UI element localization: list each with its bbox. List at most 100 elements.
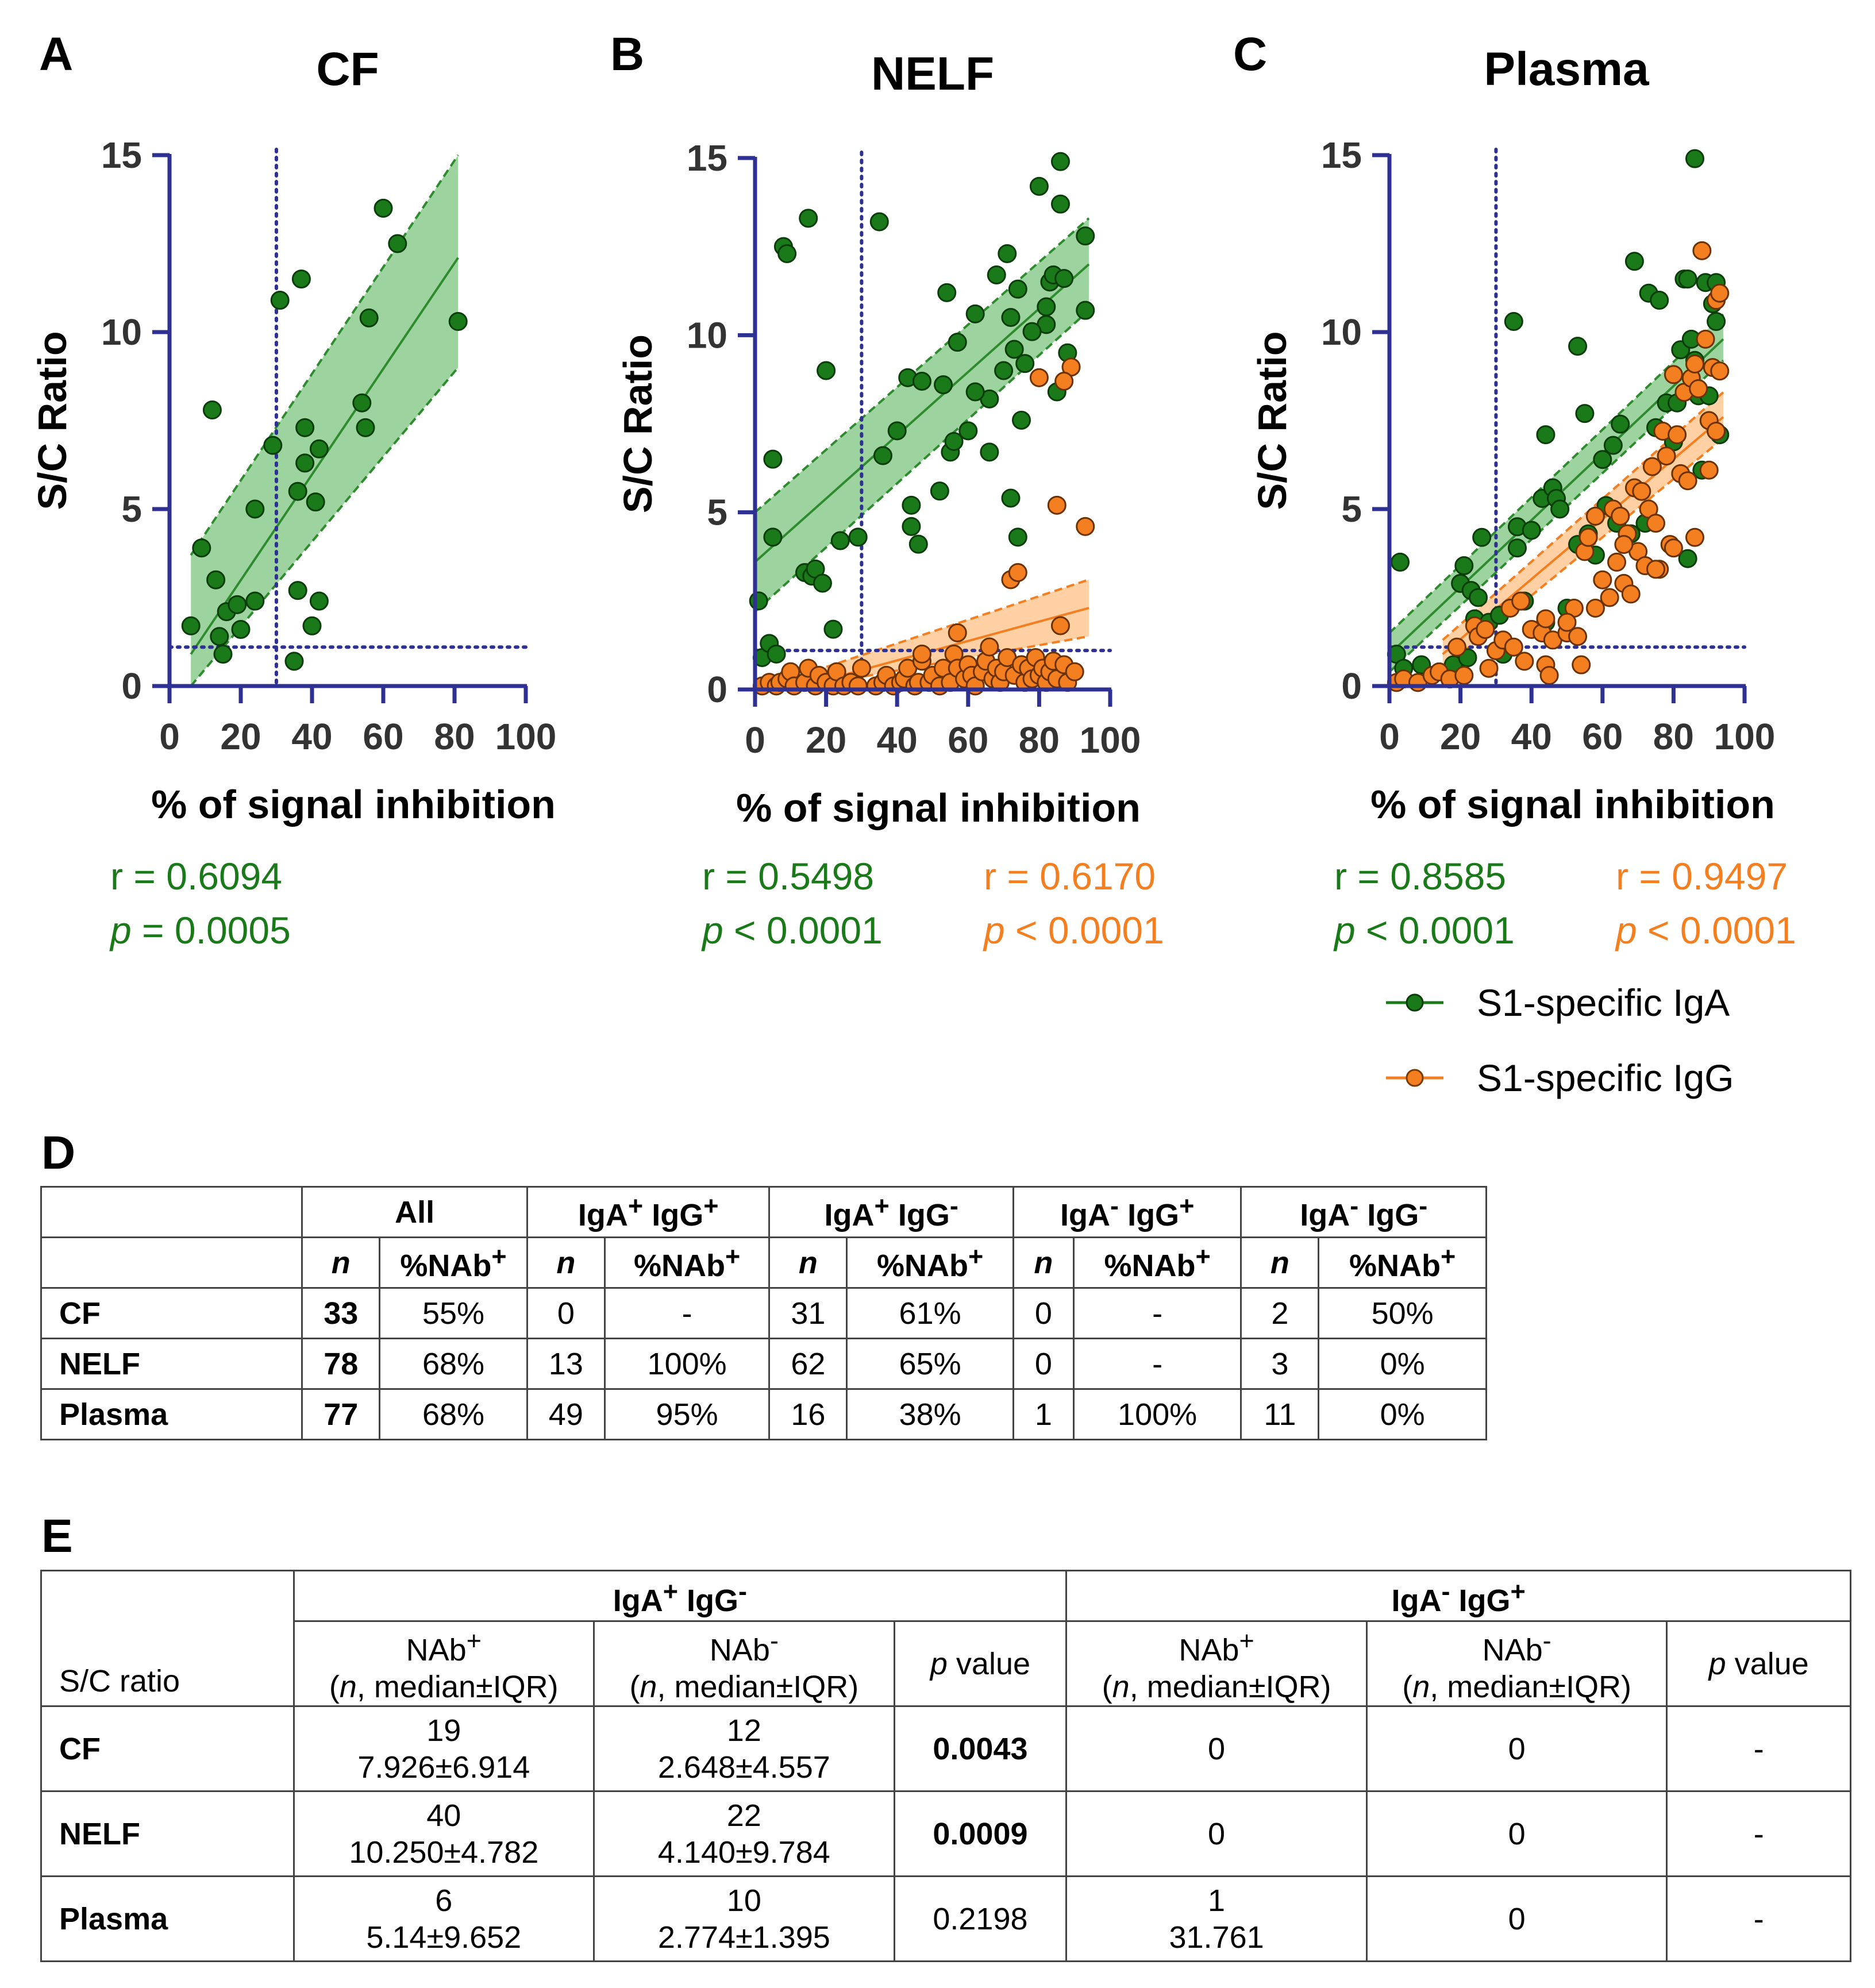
panel-title-c: Plasma [1484,43,1650,95]
data-point-iga [1054,269,1074,288]
data-point-igg [948,623,967,642]
data-point-iga [848,527,868,547]
y-tick-label: 15 [687,137,727,179]
y-tick-label: 0 [121,665,142,707]
data-point-iga [830,531,850,550]
data-point-iga [245,591,265,611]
data-point-iga [192,538,211,558]
table-cell: 0.0043 [893,1705,1068,1792]
table-row: Plasma 6 5.14±9.652 10 2.774±1.395 0.2198 … [40,1875,1851,1962]
table-d-corner [40,1186,303,1238]
data-point-iga [930,481,949,501]
data-point-iga [763,449,783,469]
data-point-igg [1515,652,1534,671]
table-e-subheader-row: NAb+ (n, median±IQR) NAb- (n, median±IQR) … [41,1620,1851,1707]
data-point-igg [1557,612,1577,632]
table-row: CF 33 55% 0 - 31 61% 0 - 2 50% [40,1287,1487,1339]
data-point-iga [263,436,283,455]
y-tick-label: 15 [101,134,142,176]
data-point-iga [206,570,226,590]
data-point-iga [912,372,931,391]
table-cell: 33 [301,1287,381,1339]
x-tick-label: 100 [1080,719,1141,761]
data-point-iga [934,375,953,395]
data-point-iga [309,439,329,459]
stat-b-iga-r: r = 0.5498 [702,855,874,897]
table-cell: 0 [1065,1790,1368,1877]
table-row: CF 19 7.926±6.914 12 2.648±4.557 0.0043 0 … [40,1705,1851,1792]
stat-b-igg-r: r = 0.6170 [984,855,1156,897]
table-d-sub-pct: %NAb+ [1072,1236,1242,1289]
x-tick-label: 100 [1714,716,1776,757]
data-point-iga [1469,588,1488,607]
row-label: Plasma [40,1875,295,1962]
table-row: NELF 40 10.250±4.782 22 4.140±9.784 0.0009… [40,1790,1851,1877]
data-point-iga [1472,527,1492,547]
data-point-igg [1696,329,1715,349]
table-cell: - [1666,1875,1851,1962]
data-point-iga [873,446,892,465]
data-point-iga [1454,556,1474,576]
table-cell: 40 10.250±4.782 [292,1790,595,1877]
correlation-stats: r = 0.6094 p = 0.0005 r = 0.5498 p < 0.0… [109,855,1796,951]
data-point-iga [1050,194,1070,214]
data-point-iga [1575,404,1595,423]
table-cell: 6 5.14±9.652 [292,1875,595,1962]
data-point-igg [1611,506,1630,526]
data-point-igg [1710,361,1730,381]
data-point-igg [1657,446,1676,466]
data-point-igg [1008,563,1027,582]
table-cell: 0.2198 [893,1875,1068,1962]
data-point-iga [284,652,304,671]
data-point-iga [944,431,964,451]
table-cell: 0% [1318,1338,1487,1390]
data-point-iga [374,198,393,218]
stat-b-iga-p: p < 0.0001 [701,909,883,951]
panel-c: C Plasma 0 5 10 15 0 20 40 60 80 100 % of signal i… [1233,28,1775,827]
data-point-iga [231,619,251,639]
x-axis-label: % of signal inhibition [1370,782,1775,827]
table-cell: 61% [846,1287,1014,1339]
table-cell: 0 [526,1287,606,1339]
data-point-igg [1699,460,1719,480]
data-point-iga [228,595,247,614]
x-tick-label: 40 [877,719,918,761]
x-tick-label: 0 [159,716,180,757]
table-cell: 100% [603,1338,771,1390]
table-cell: 55% [379,1287,528,1339]
data-point-iga [352,393,372,413]
legend-igg-marker [1406,1069,1424,1087]
data-point-igg [1664,538,1683,558]
ci-upper-igg [790,578,1089,680]
data-point-iga [388,234,407,253]
table-cell: - [1072,1287,1242,1339]
table-cell: 77 [301,1388,381,1440]
data-point-iga [1568,337,1588,356]
table-d-group-all: All [301,1186,528,1238]
table-e: S/C ratio IgA+ IgG- IgA- IgG+ NAb+ (n, me… [40,1570,1851,1962]
panel-label-b: B [610,28,644,80]
data-point-igg [1689,379,1708,399]
data-point-igg [1572,655,1591,675]
stat-c-iga-p: p < 0.0001 [1333,909,1515,951]
data-point-igg [1065,662,1084,681]
table-d-sub-pct: %NAb+ [603,1236,771,1289]
y-tick-label: 10 [101,311,142,353]
data-point-igg [1585,598,1605,618]
row-label: NELF [40,1790,295,1877]
data-point-igg [1607,552,1627,572]
x-tick-label: 60 [948,719,988,761]
table-cell: 1 31.761 [1065,1875,1368,1962]
data-point-igg [1050,616,1070,635]
regression-line-iga [754,263,1090,563]
data-point-igg [980,637,999,657]
table-cell: 0% [1318,1388,1487,1440]
data-point-igg [1646,560,1665,579]
data-point-iga [1037,297,1056,317]
panel-b: B NELF 0 5 10 15 0 20 40 60 80 100 % of signal inh… [610,28,1141,830]
legend-igg-label: S1-specific IgG [1477,1057,1734,1099]
table-e-group-iga-neg-igg-pos: IgA- IgG+ [1065,1570,1851,1622]
data-point-iga [1603,436,1623,455]
data-point-igg [1479,658,1499,678]
y-axis-label: S/C Ratio [615,334,660,513]
